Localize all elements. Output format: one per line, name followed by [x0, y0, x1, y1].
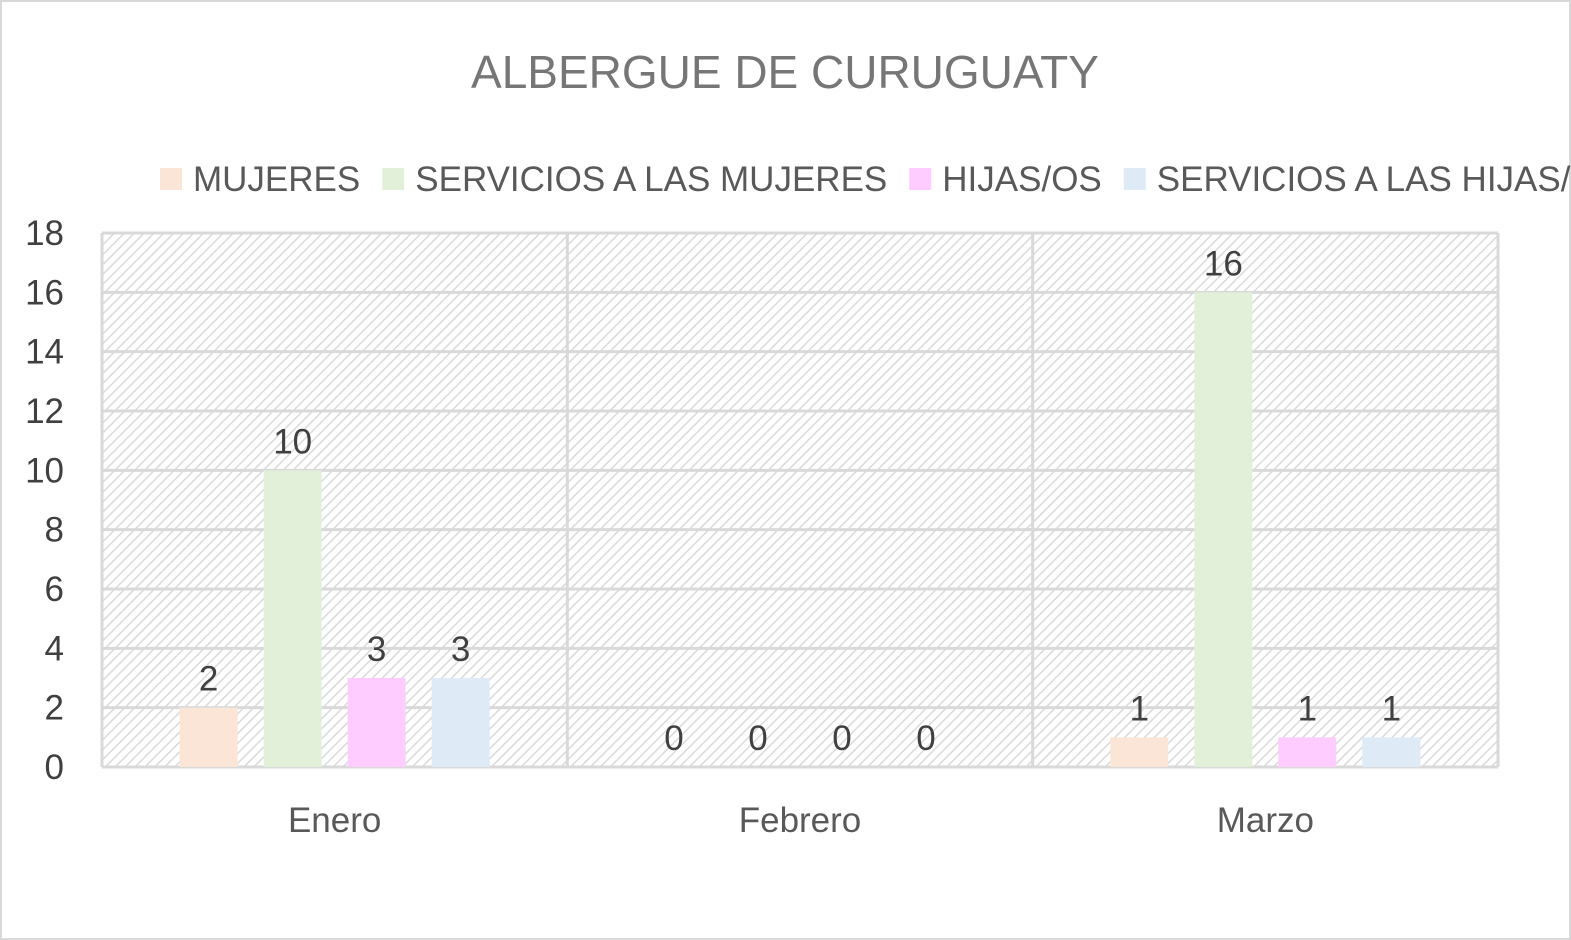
- data-label: 10: [273, 422, 312, 461]
- legend-swatch: [160, 168, 182, 190]
- data-label: 2: [199, 660, 218, 699]
- y-tick-label: 10: [25, 451, 64, 490]
- data-labels: 2 10 3 3 0 0 0 0 1 16 1 1: [199, 244, 1401, 758]
- data-label: 16: [1204, 244, 1243, 283]
- legend-label: SERVICIOS A LAS MUJERES: [415, 160, 887, 199]
- y-tick-label: 16: [25, 273, 64, 312]
- data-label: 0: [832, 719, 851, 758]
- y-axis: 0 2 4 6 8 10 12 14 16 18: [25, 214, 64, 787]
- chart-title: ALBERGUE DE CURUGUATY: [471, 46, 1099, 98]
- y-tick-label: 2: [45, 689, 64, 728]
- data-label: 0: [916, 719, 935, 758]
- y-tick-label: 12: [25, 392, 64, 431]
- bar: [263, 470, 322, 767]
- bar: [179, 707, 238, 767]
- x-axis: Enero Febrero Marzo: [288, 801, 1314, 840]
- bar: [1110, 737, 1169, 767]
- bar: [1278, 737, 1337, 767]
- legend-swatch: [909, 168, 932, 190]
- bars: [179, 292, 1421, 767]
- data-label: 0: [748, 719, 767, 758]
- x-tick-label: Febrero: [739, 801, 862, 840]
- y-tick-label: 18: [25, 214, 64, 253]
- bar: [1362, 737, 1421, 767]
- data-label: 0: [664, 719, 683, 758]
- bar: [347, 678, 406, 767]
- bar: [431, 678, 490, 767]
- data-label: 1: [1298, 689, 1317, 728]
- gridlines: [100, 231, 1500, 769]
- x-tick-label: Marzo: [1217, 801, 1314, 840]
- legend-swatch: [1123, 168, 1146, 190]
- y-tick-label: 14: [25, 333, 64, 372]
- data-label: 3: [367, 630, 386, 669]
- data-label: 1: [1130, 689, 1149, 728]
- data-label: 1: [1382, 689, 1401, 728]
- y-tick-label: 4: [45, 629, 64, 668]
- x-tick-label: Enero: [288, 801, 381, 840]
- y-tick-label: 8: [45, 511, 64, 550]
- bar: [1194, 292, 1253, 767]
- y-tick-label: 6: [45, 570, 64, 609]
- legend-label: HIJAS/OS: [942, 160, 1101, 199]
- y-tick-label: 0: [45, 748, 64, 787]
- legend: MUJERES SERVICIOS A LAS MUJERES HIJAS/OS SE…: [160, 160, 1571, 199]
- legend-label: SERVICIOS A LAS HIJAS/OS: [1157, 160, 1571, 199]
- plot-area: [102, 233, 1498, 767]
- legend-label: MUJERES: [193, 160, 360, 199]
- data-label: 3: [451, 630, 470, 669]
- legend-swatch: [382, 168, 405, 190]
